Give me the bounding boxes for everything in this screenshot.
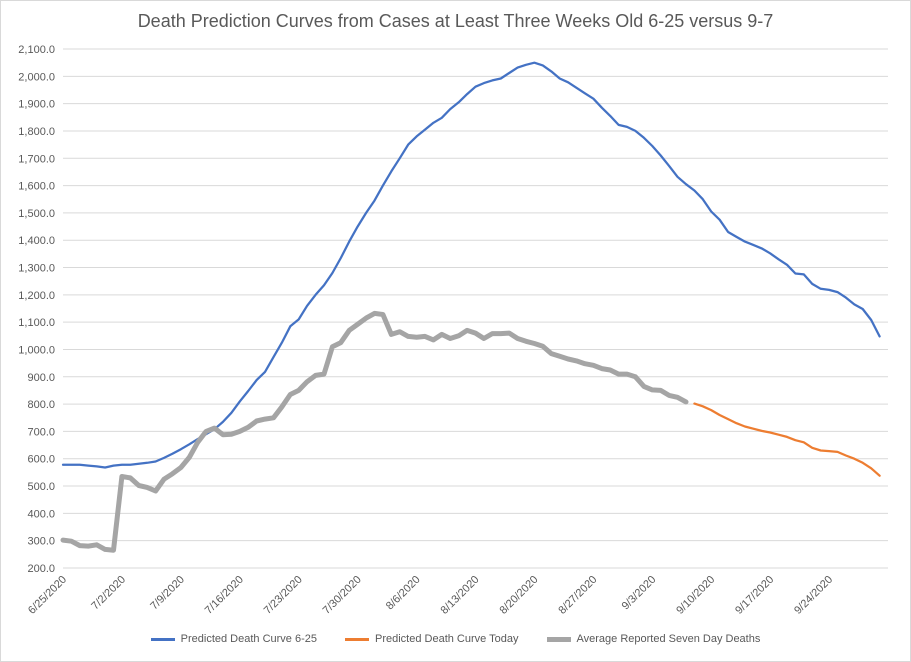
legend-label: Average Reported Seven Day Deaths — [576, 633, 761, 645]
x-tick-label: 9/10/2020 — [674, 574, 717, 617]
x-tick-label: 7/23/2020 — [262, 574, 305, 617]
y-tick-label: 1,900.0 — [18, 99, 55, 111]
series-lines — [60, 61, 881, 553]
y-tick-label: 1,700.0 — [18, 153, 55, 165]
y-tick-label: 500.0 — [27, 481, 55, 493]
y-tick-label: 1,500.0 — [18, 208, 55, 220]
y-axis-tick-labels: 200.0 300.0 400.0 500.0 600.0 700.0 800.0 900.0… — [18, 44, 55, 575]
y-tick-label: 1,100.0 — [18, 317, 55, 329]
x-axis-tick-labels: 6/25/2020 7/2/2020 7/9/2020 7/16/2020 7/23/2… — [26, 574, 835, 617]
x-tick-label: 9/3/2020 — [620, 574, 659, 613]
y-tick-label: 1,300.0 — [18, 263, 55, 275]
legend-swatch — [150, 637, 175, 641]
y-tick-label: 2,100.0 — [18, 44, 55, 56]
y-tick-label: 1,400.0 — [18, 235, 55, 247]
y-tick-label: 1,600.0 — [18, 181, 55, 193]
y-tick-label: 1,800.0 — [18, 126, 55, 138]
x-tick-label: 7/2/2020 — [89, 574, 128, 613]
y-tick-label: 2,000.0 — [18, 71, 55, 83]
y-tick-label: 700.0 — [27, 426, 55, 438]
legend-entry: Average Reported Seven Day Deaths — [546, 633, 761, 645]
x-tick-label: 8/20/2020 — [497, 574, 540, 617]
y-tick-label: 200.0 — [27, 563, 55, 575]
x-tick-label: 6/25/2020 — [26, 574, 69, 617]
series-line-2 — [693, 402, 881, 477]
x-tick-label: 7/9/2020 — [148, 574, 187, 613]
x-tick-label: 7/30/2020 — [321, 574, 364, 617]
x-tick-label: 8/6/2020 — [384, 574, 423, 613]
chart-title: Death Prediction Curves from Cases at Le… — [137, 11, 774, 31]
y-tick-label: 1,000.0 — [18, 344, 55, 356]
gridlines — [63, 48, 888, 569]
y-tick-label: 1,200.0 — [18, 290, 55, 302]
x-tick-label: 9/17/2020 — [733, 574, 776, 617]
series-line-1 — [61, 61, 881, 469]
legend: Predicted Death Curve 6-25 Predicted Deat… — [1, 633, 910, 645]
y-tick-label: 800.0 — [27, 399, 55, 411]
legend-label: Predicted Death Curve 6-25 — [180, 633, 317, 645]
legend-swatch — [345, 637, 369, 641]
y-tick-label: 600.0 — [27, 454, 55, 466]
x-tick-label: 8/13/2020 — [439, 574, 482, 617]
x-tick-label: 9/24/2020 — [792, 574, 835, 617]
x-tick-label: 8/27/2020 — [556, 574, 599, 617]
y-tick-label: 400.0 — [27, 508, 55, 520]
y-tick-label: 300.0 — [27, 536, 55, 548]
series-line-3 — [60, 310, 689, 553]
legend-entry: Predicted Death Curve Today — [345, 633, 519, 645]
legend-label: Predicted Death Curve Today — [375, 633, 519, 645]
y-tick-label: 900.0 — [27, 372, 55, 384]
legend-entry: Predicted Death Curve 6-25 — [150, 633, 317, 645]
x-tick-label: 7/16/2020 — [203, 574, 246, 617]
legend-swatch — [546, 636, 571, 642]
